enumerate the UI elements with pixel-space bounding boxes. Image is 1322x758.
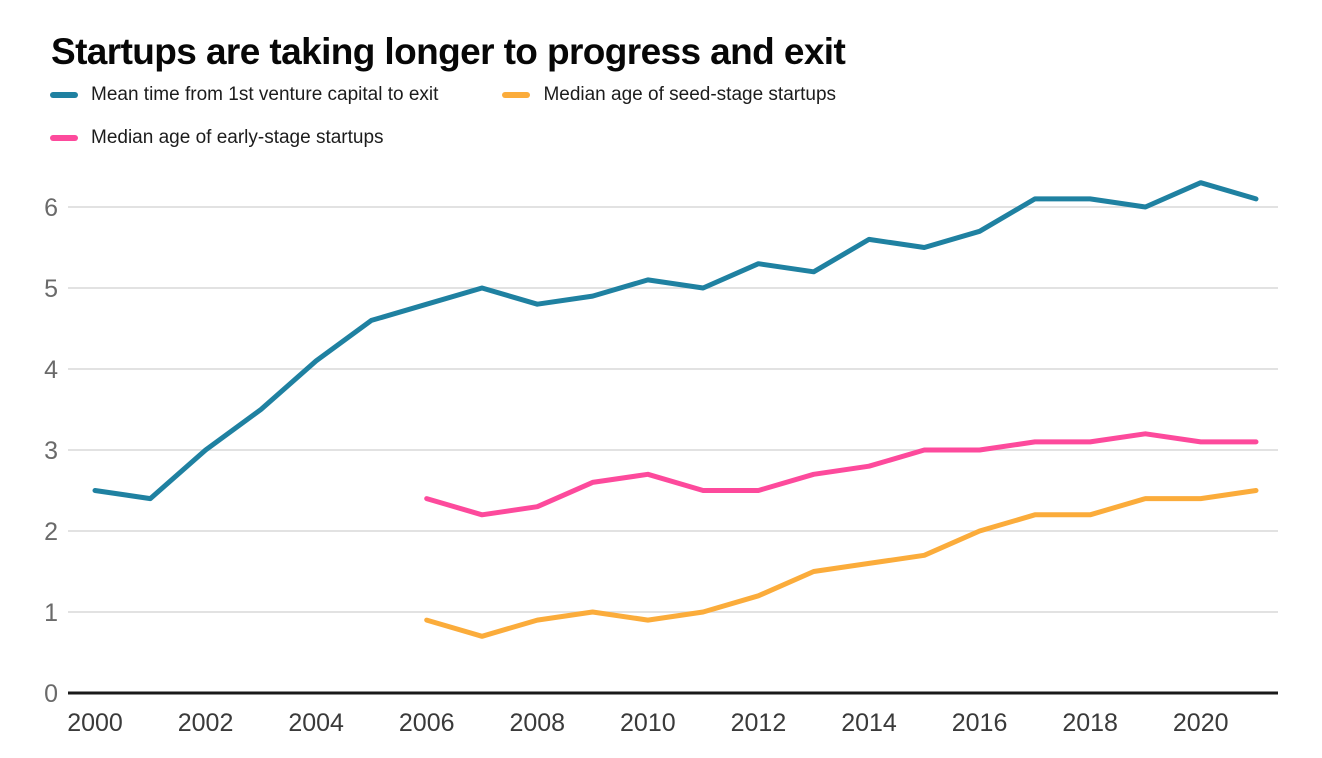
x-tick-label-2008: 2008 bbox=[509, 709, 565, 737]
y-tick-label-0: 0 bbox=[44, 680, 58, 708]
series-line-1 bbox=[424, 488, 1259, 639]
legend-label: Median age of early-stage startups bbox=[91, 126, 384, 148]
legend-swatch-pink-icon bbox=[50, 134, 78, 141]
legend-label: Median age of seed-stage startups bbox=[543, 83, 837, 105]
series-line-0 bbox=[92, 180, 1259, 502]
legend-item-early-stage-age: Median age of early-stage startups bbox=[50, 127, 384, 149]
y-tick-label-4: 4 bbox=[44, 356, 58, 384]
legend-item-seed-stage-age: Median age of seed-stage startups bbox=[502, 84, 836, 106]
x-tick-label-2020: 2020 bbox=[1173, 709, 1229, 737]
x-tick-label-2018: 2018 bbox=[1062, 709, 1118, 737]
legend-swatch-teal-icon bbox=[50, 91, 78, 98]
y-tick-label-5: 5 bbox=[44, 275, 58, 303]
x-tick-label-2016: 2016 bbox=[952, 709, 1008, 737]
x-tick-label-2004: 2004 bbox=[288, 709, 344, 737]
x-tick-label-2012: 2012 bbox=[731, 709, 787, 737]
legend: Mean time from 1st venture capital to ex… bbox=[50, 82, 836, 168]
y-tick-label-1: 1 bbox=[44, 599, 58, 627]
legend-swatch-orange-icon bbox=[502, 91, 531, 98]
legend-item-mean-time-to-exit: Mean time from 1st venture capital to ex… bbox=[50, 84, 438, 106]
legend-row-2: Median age of early-stage startups bbox=[50, 125, 836, 150]
y-tick-label-2: 2 bbox=[44, 518, 58, 546]
x-tick-label-2006: 2006 bbox=[399, 709, 455, 737]
x-tick-label-2002: 2002 bbox=[178, 709, 234, 737]
series-line-2 bbox=[424, 431, 1259, 518]
x-tick-label-2000: 2000 bbox=[67, 709, 123, 737]
y-tick-label-3: 3 bbox=[44, 437, 58, 465]
chart-title: Startups are taking longer to progress a… bbox=[51, 30, 846, 72]
x-tick-label-2014: 2014 bbox=[841, 709, 897, 737]
legend-label: Mean time from 1st venture capital to ex… bbox=[91, 83, 439, 105]
y-tick-label-6: 6 bbox=[44, 194, 58, 222]
x-tick-label-2010: 2010 bbox=[620, 709, 676, 737]
legend-row-1: Mean time from 1st venture capital to ex… bbox=[50, 82, 836, 107]
